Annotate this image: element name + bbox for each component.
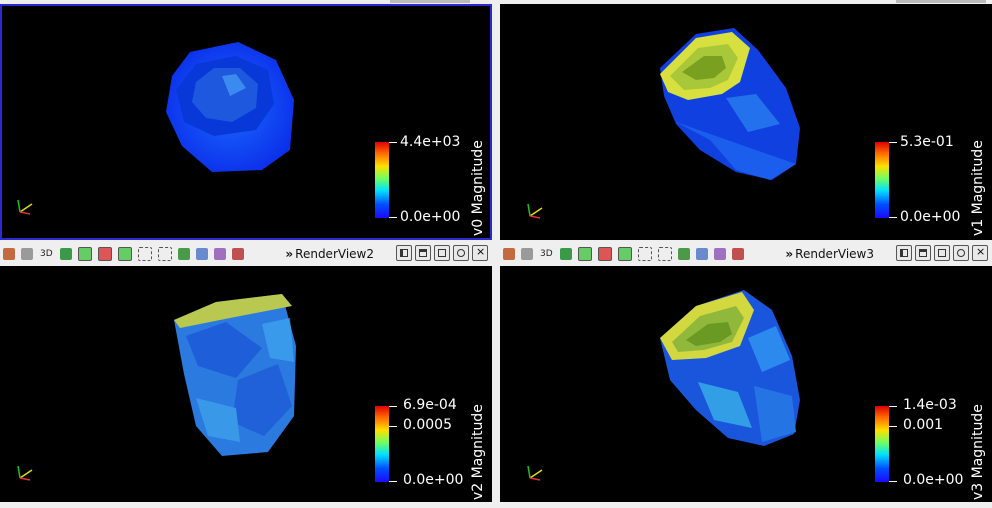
capture-icon[interactable] bbox=[559, 248, 572, 260]
shrink-selection-icon[interactable] bbox=[231, 248, 244, 260]
orientation-axes bbox=[14, 462, 36, 484]
legend-min-label: 0.0e+00 bbox=[903, 472, 964, 488]
select-frustum-icon[interactable] bbox=[117, 247, 132, 261]
window-buttons: × bbox=[896, 245, 988, 261]
hover-points-icon[interactable] bbox=[677, 248, 690, 260]
view-toolbar-left: 3D » RenderView2 × bbox=[0, 243, 492, 265]
grow-selection-icon[interactable] bbox=[713, 248, 726, 260]
legend-tick-min bbox=[389, 217, 397, 218]
camera-alt-icon[interactable] bbox=[521, 248, 533, 260]
hover-cells-icon[interactable] bbox=[695, 248, 708, 260]
mesh-v0 bbox=[166, 42, 294, 172]
select-cells-icon[interactable] bbox=[77, 247, 92, 261]
legend-tick-mid bbox=[889, 426, 897, 427]
mesh-v3 bbox=[660, 290, 800, 446]
select-block-icon[interactable] bbox=[637, 247, 652, 261]
capture-view-icon[interactable] bbox=[453, 245, 469, 261]
mesh-v1 bbox=[660, 28, 800, 180]
legend-min-label: 0.0e+00 bbox=[400, 209, 461, 225]
select-cells-icon[interactable] bbox=[577, 247, 592, 261]
maximize-icon[interactable] bbox=[434, 245, 450, 261]
legend-max-label: 4.4e+03 bbox=[400, 134, 461, 150]
legend-min-label: 0.0e+00 bbox=[900, 209, 961, 225]
legend-title: v3 Magnitude bbox=[970, 404, 986, 500]
legend-title: v2 Magnitude bbox=[470, 404, 486, 500]
legend-tick-min bbox=[889, 217, 897, 218]
legend-tick-max bbox=[389, 142, 397, 143]
color-legend-bar bbox=[375, 406, 389, 482]
top-toolbar-fragment-right bbox=[896, 0, 986, 3]
maximize-icon[interactable] bbox=[934, 245, 950, 261]
render-view-1[interactable]: 4.4e+03 0.0e+00 v0 Magnitude bbox=[0, 4, 492, 240]
orientation-axes bbox=[524, 200, 546, 222]
legend-tick-min bbox=[889, 481, 897, 482]
color-legend-bar bbox=[875, 142, 889, 218]
legend-tick-mid bbox=[389, 426, 397, 427]
3d-toggle[interactable]: 3D bbox=[40, 249, 53, 259]
hover-points-icon[interactable] bbox=[177, 248, 190, 260]
view-name-label: » RenderView3 bbox=[785, 247, 874, 261]
window-buttons: × bbox=[396, 245, 488, 261]
mesh-v2 bbox=[174, 294, 296, 456]
color-legend-bar bbox=[875, 406, 889, 482]
orientation-axes bbox=[524, 462, 546, 484]
legend-tick-max bbox=[889, 142, 897, 143]
shrink-selection-icon[interactable] bbox=[731, 248, 744, 260]
capture-view-icon[interactable] bbox=[953, 245, 969, 261]
legend-tick-max bbox=[889, 406, 897, 407]
legend-max-label: 1.4e-03 bbox=[903, 397, 957, 413]
grow-selection-icon[interactable] bbox=[213, 248, 226, 260]
render-view-4[interactable]: 1.4e-03 0.001 0.0e+00 v3 Magnitude bbox=[500, 266, 992, 502]
top-toolbar-fragment-left bbox=[390, 0, 470, 3]
split-horizontal-icon[interactable] bbox=[396, 245, 412, 261]
camera-alt-icon[interactable] bbox=[21, 248, 33, 260]
interactive-select-icon[interactable] bbox=[657, 247, 672, 261]
view-toolbar-right: 3D » RenderView3 × bbox=[500, 243, 992, 265]
orientation-axes bbox=[14, 196, 36, 218]
split-horizontal-icon[interactable] bbox=[896, 245, 912, 261]
legend-title: v0 Magnitude bbox=[470, 140, 486, 236]
color-legend-bar bbox=[375, 142, 389, 218]
legend-tick-min bbox=[389, 481, 397, 482]
legend-mid-label: 0.001 bbox=[903, 417, 944, 433]
render-view-2[interactable]: 5.3e-01 0.0e+00 v1 Magnitude bbox=[500, 4, 992, 240]
split-vertical-icon[interactable] bbox=[415, 245, 431, 261]
close-view-icon[interactable]: × bbox=[972, 245, 988, 261]
render-view-3[interactable]: 6.9e-04 0.0005 0.0e+00 v2 Magnitude bbox=[0, 266, 492, 502]
camera-icon[interactable] bbox=[503, 248, 515, 260]
close-view-icon[interactable]: × bbox=[472, 245, 488, 261]
legend-max-label: 5.3e-01 bbox=[900, 134, 954, 150]
select-block-icon[interactable] bbox=[137, 247, 152, 261]
legend-max-label: 6.9e-04 bbox=[403, 397, 457, 413]
hover-cells-icon[interactable] bbox=[195, 248, 208, 260]
legend-title: v1 Magnitude bbox=[970, 140, 986, 236]
legend-tick-max bbox=[389, 406, 397, 407]
select-frustum-icon[interactable] bbox=[617, 247, 632, 261]
select-points-icon[interactable] bbox=[597, 247, 612, 261]
capture-icon[interactable] bbox=[59, 248, 72, 260]
split-vertical-icon[interactable] bbox=[915, 245, 931, 261]
camera-icon[interactable] bbox=[3, 248, 15, 260]
select-points-icon[interactable] bbox=[97, 247, 112, 261]
legend-mid-label: 0.0005 bbox=[403, 417, 452, 433]
interactive-select-icon[interactable] bbox=[157, 247, 172, 261]
3d-toggle[interactable]: 3D bbox=[540, 249, 553, 259]
legend-min-label: 0.0e+00 bbox=[403, 472, 464, 488]
view-name-label: » RenderView2 bbox=[285, 247, 374, 261]
